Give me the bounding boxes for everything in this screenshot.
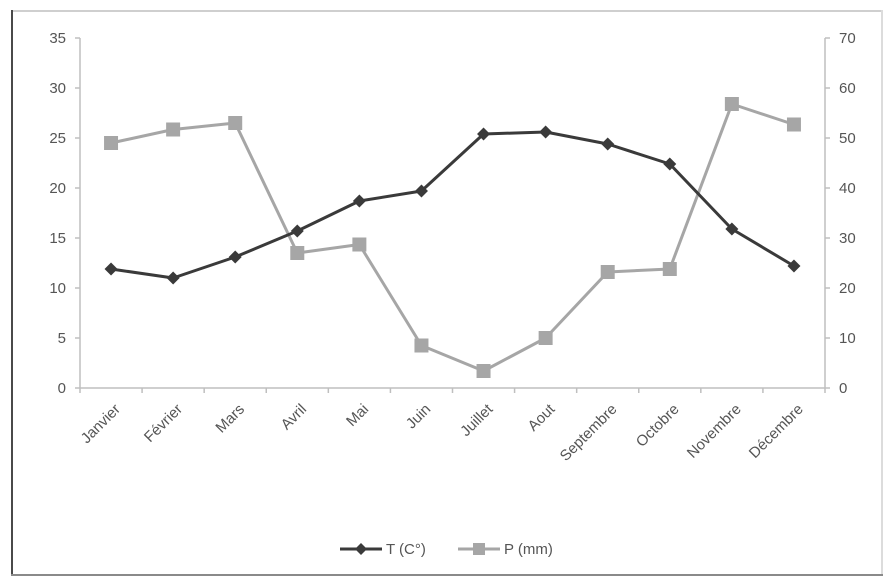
y-right-tick-label: 10	[839, 330, 856, 347]
data-point-p	[662, 262, 677, 276]
y-right-tick-label: 0	[839, 380, 847, 397]
y-left-tick-label: 10	[49, 280, 66, 297]
data-point-t	[352, 194, 366, 208]
y-right-tick-label: 50	[839, 130, 856, 147]
data-point-t	[663, 157, 677, 171]
y-left-tick-label: 0	[58, 380, 66, 397]
y-right-tick-label: 70	[839, 30, 856, 47]
chart-frame-right	[881, 10, 883, 576]
legend-p-label: P (mm)	[504, 541, 553, 558]
data-point-p	[166, 122, 181, 137]
legend: T (C°) P (mm)	[340, 541, 553, 558]
y-left-tick-label: 30	[49, 80, 66, 97]
y-left-tick-label: 5	[58, 330, 66, 347]
category-label: Mai	[343, 401, 372, 430]
data-point-p	[290, 246, 305, 260]
category-label: Octobre	[633, 401, 683, 451]
series-line-t	[110, 130, 795, 280]
y-right-tick-label: 20	[839, 280, 856, 297]
category-label: Décembre	[746, 401, 807, 462]
data-point-t	[166, 271, 180, 285]
data-point-t	[477, 127, 491, 141]
category-label: Janvier	[78, 401, 124, 447]
data-point-p	[352, 237, 367, 252]
data-point-t	[725, 222, 739, 236]
data-point-p	[228, 116, 243, 130]
category-label: Septembre	[557, 401, 621, 465]
category-labels-group: Janvier Février Mars Avril Mai Juin Juillet Aou…	[78, 400, 807, 464]
series-lines-group	[104, 97, 801, 378]
data-point-t	[539, 125, 553, 139]
chart-frame-top	[11, 10, 883, 12]
chart-frame-bottom	[11, 574, 883, 576]
data-point-p	[414, 338, 429, 353]
category-label: Mars	[212, 401, 248, 437]
data-point-p	[476, 364, 491, 378]
data-point-p	[600, 265, 615, 279]
data-point-t	[787, 259, 801, 273]
data-point-t	[104, 262, 118, 276]
category-label: Juillet	[457, 400, 497, 440]
y-left-tick-label: 20	[49, 180, 66, 197]
data-point-p	[538, 331, 553, 345]
data-point-t	[414, 184, 428, 198]
series-line-p	[110, 102, 795, 373]
category-label: Aout	[525, 400, 559, 434]
data-point-t	[228, 250, 242, 264]
axes-group: 0 5 10 15 20 25 30 35 0 10 20 30 40 50 60 70	[49, 30, 855, 397]
category-label: Juin	[403, 401, 434, 432]
category-label: Avril	[278, 401, 310, 433]
y-left-tick-label: 35	[49, 30, 66, 47]
data-point-p	[724, 97, 739, 111]
data-point-p	[786, 117, 801, 132]
y-left-tick-label: 15	[49, 230, 66, 247]
data-point-t	[290, 224, 304, 238]
data-point-t	[601, 137, 615, 151]
chart-frame-left	[11, 10, 13, 576]
legend-t-label: T (C°)	[386, 541, 426, 558]
category-label: Novembre	[684, 401, 745, 462]
category-label: Février	[141, 401, 186, 446]
legend-t-marker	[355, 543, 367, 555]
y-right-tick-label: 30	[839, 230, 856, 247]
data-point-p	[104, 136, 119, 150]
y-right-tick-label: 40	[839, 180, 856, 197]
y-left-tick-label: 25	[49, 130, 66, 147]
y-right-tick-label: 60	[839, 80, 856, 97]
legend-p-marker	[473, 543, 485, 555]
